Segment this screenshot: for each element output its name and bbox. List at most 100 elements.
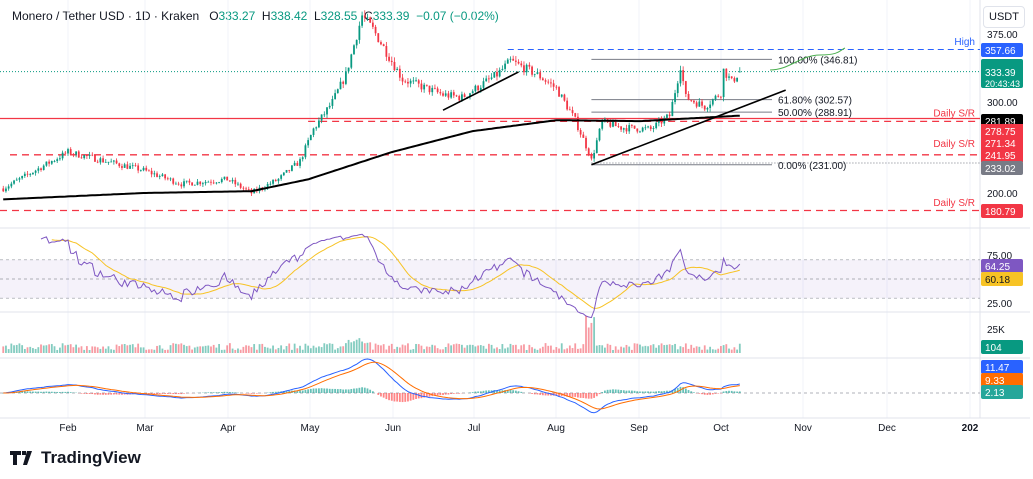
volume-bar [67,344,69,353]
volume-bar [366,342,369,353]
price-chart[interactable]: 100.00% (346.81) 61.80% (302.57)50.00% (2… [0,0,1033,440]
candle-body [652,128,655,129]
volume-bar [701,349,703,353]
candle [544,78,547,85]
volume-bar [493,348,496,353]
candle-body [185,180,188,182]
volume-bar [210,346,212,353]
macd-histogram-bar [350,388,353,393]
volume-bar [110,349,113,353]
candle [520,60,523,68]
macd-histogram-bar [112,393,115,395]
candle [636,128,639,134]
macd-histogram-bar [703,393,706,395]
candle-body [614,121,617,127]
candle-body [228,180,231,182]
macd-histogram-bar [585,393,587,399]
volume-bar [26,347,29,353]
candle-body [2,188,5,192]
candle-body [701,101,703,106]
rsi-value-badge: 64.25 [985,262,1010,273]
ema-200-line [3,114,740,201]
candle-body [88,154,91,156]
candle-body [485,78,488,82]
volume-bar [620,346,622,353]
x-axis-label: Mar [136,423,154,434]
volume-bar [698,346,701,353]
candle-body [320,114,323,121]
candle-body [533,73,536,75]
macd-histogram-bar [733,391,736,393]
macd-histogram-bar [730,390,733,393]
volume-bar [382,344,385,353]
candle-body [647,126,649,128]
candle [695,100,698,109]
candle-body [328,105,331,108]
volume-bar [407,343,409,353]
macd-histogram-bar [37,391,40,393]
candle [652,125,655,133]
volume-bar [547,345,550,353]
candle-body [191,182,194,186]
candle-body [164,174,167,179]
volume-bar [309,348,312,353]
open-label: O [209,9,219,23]
candle-body [239,183,242,188]
candle-body [482,81,485,88]
candle-body [628,125,631,132]
volume-bar [7,349,10,353]
volume-bar [434,345,436,353]
candle [15,177,18,181]
candle [185,180,188,184]
candle [67,147,69,156]
candle-body [531,66,533,75]
daily-sr-label: Daily S/R [933,198,975,209]
volume-bar [633,343,636,353]
candle [425,84,428,87]
candle-body [687,93,690,100]
candle [94,154,96,162]
macd-histogram-bar [415,393,417,400]
candle-body [274,179,277,182]
candle-body [102,158,104,163]
candle-body [45,161,48,166]
candle [110,158,113,163]
candle-body [639,131,641,133]
macd-histogram-bar [458,393,461,394]
candle-body [523,65,525,73]
volume-bar [131,344,134,353]
macd-histogram-bar [83,393,86,394]
currency-unit-button[interactable]: USDT [983,6,1025,28]
candle-body [339,81,342,90]
candle-body [730,76,733,79]
candle [169,177,172,182]
macd-histogram-bar [404,393,407,402]
macd-histogram-bar [269,392,272,393]
macd-histogram-bar [536,393,539,395]
macd-histogram-bar [115,393,118,395]
volume-bar [598,345,601,353]
volume-bar [94,346,96,353]
volume-bar [536,349,539,353]
macd-histogram-bar [104,393,107,395]
macd-histogram-bar [711,393,714,395]
candle [142,166,145,172]
macd-histogram-bar [555,393,558,396]
candle [701,99,703,109]
macd-histogram-bar [315,388,318,393]
macd-histogram-bar [339,389,342,393]
candle-body [91,154,94,156]
candle-body [420,83,423,90]
macd-histogram-bar [331,388,334,393]
macd-histogram-bar [180,393,183,395]
candle-body [212,182,215,184]
volume-bar [123,343,126,353]
volume-bar [2,346,5,353]
macd-histogram-bar [652,391,655,393]
candle-body [299,159,301,166]
candle-body [444,93,447,96]
volume-bar [247,345,250,353]
symbol-name[interactable]: Monero / Tether USD · 1D · Kraken [12,9,200,23]
volume-bar [455,343,458,353]
volume-bar [496,347,498,353]
